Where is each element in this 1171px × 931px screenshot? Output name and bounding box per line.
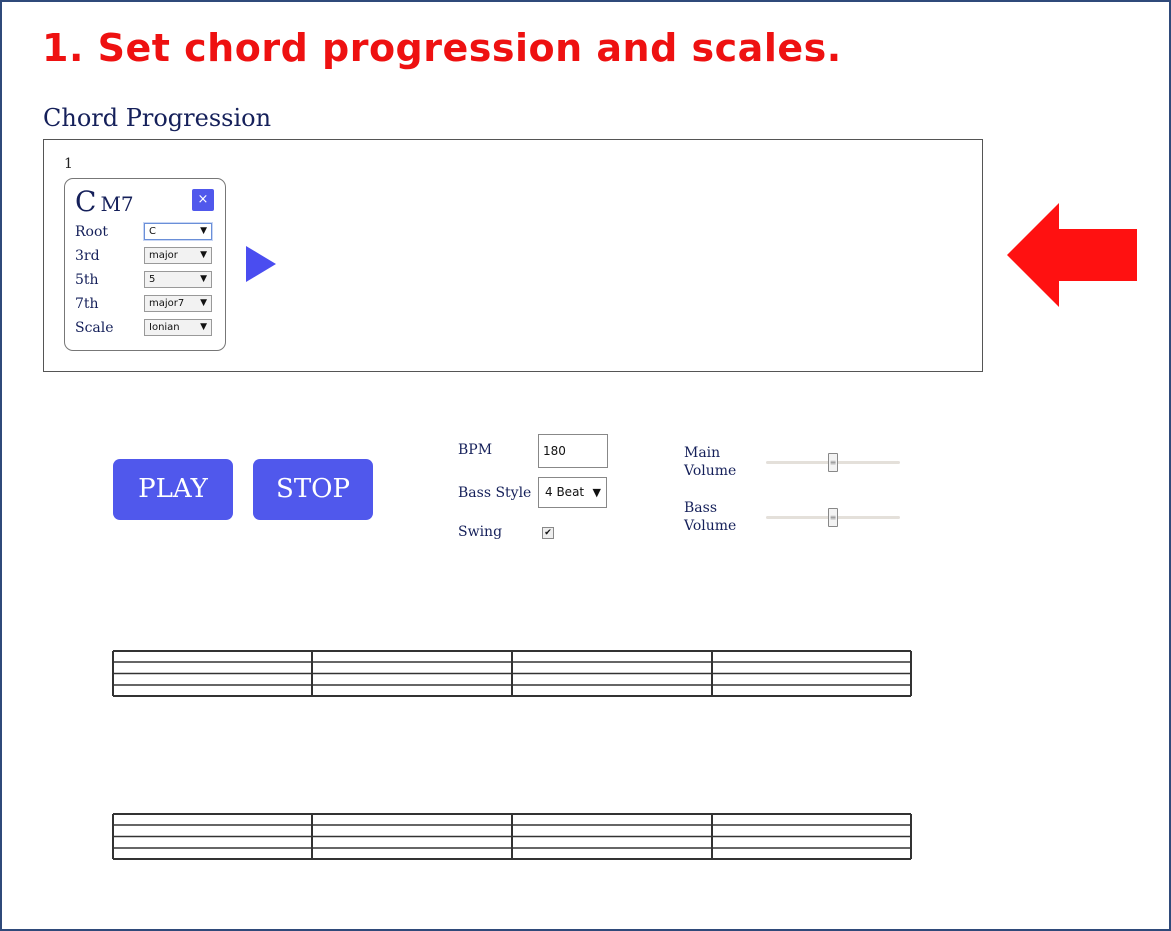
fifth-select-value: 5 [149,274,156,285]
bass-style-value: 4 Beat [545,485,585,499]
chevron-down-icon: ▼ [592,486,601,499]
slider-thumb[interactable]: ≡ [828,508,838,527]
bass-volume-slider[interactable]: ≡ [766,508,900,528]
bass-style-select[interactable]: 4 Beat ▼ [538,477,607,508]
chevron-down-icon: ▼ [200,298,207,308]
chevron-down-icon: ▼ [200,322,207,332]
main-volume-label-line2: Volume [684,463,737,479]
bass-style-label: Bass Style [458,485,532,501]
chord-progression-title: Chord Progression [43,104,272,132]
bass-volume-label-line1: Bass [684,500,718,516]
stop-button[interactable]: STOP [253,459,373,520]
chevron-down-icon: ▼ [200,250,207,260]
bass-tab-staff-1 [112,650,912,697]
chord-root-symbol: C [75,185,97,218]
remove-chord-button[interactable]: × [192,189,214,211]
instruction-heading: 1. Set chord progression and scales. [42,26,842,70]
main-volume-label-line1: Main [684,445,721,461]
chord-name: C M7 [75,185,134,218]
chord-progression-panel: 1 C M7 × Root C ▼ 3rd major ▼ 5th 5 ▼ [43,139,983,372]
root-select-value: C [149,226,156,237]
seventh-select[interactable]: major7 ▼ [144,295,212,312]
chevron-down-icon: ▼ [200,274,207,284]
scale-select-value: Ionian [149,322,180,333]
chord-quality-symbol: M7 [100,192,134,216]
red-left-arrow-icon [1007,203,1137,307]
bar-number: 1 [64,156,73,172]
main-volume-slider[interactable]: ≡ [766,453,900,473]
scale-select[interactable]: Ionian ▼ [144,319,212,336]
swing-label: Swing [458,524,503,540]
scale-label: Scale [75,320,114,336]
swing-checkbox[interactable]: ✔ [542,527,554,539]
third-label: 3rd [75,248,100,264]
fifth-select[interactable]: 5 ▼ [144,271,212,288]
play-button[interactable]: PLAY [113,459,233,520]
chevron-down-icon: ▼ [200,226,207,236]
chord-card: C M7 × Root C ▼ 3rd major ▼ 5th 5 ▼ 7th [64,178,226,351]
bpm-input[interactable]: 180 [538,434,608,468]
root-select[interactable]: C ▼ [144,223,212,240]
third-select[interactable]: major ▼ [144,247,212,264]
root-label: Root [75,224,109,240]
slider-thumb[interactable]: ≡ [828,453,838,472]
fifth-label: 5th [75,272,99,288]
bass-volume-label-line2: Volume [684,518,737,534]
add-chord-arrow-icon[interactable] [246,246,276,282]
third-select-value: major [149,250,178,261]
seventh-select-value: major7 [149,298,185,309]
seventh-label: 7th [75,296,99,312]
bpm-label: BPM [458,442,493,458]
bass-tab-staff-2 [112,813,912,860]
